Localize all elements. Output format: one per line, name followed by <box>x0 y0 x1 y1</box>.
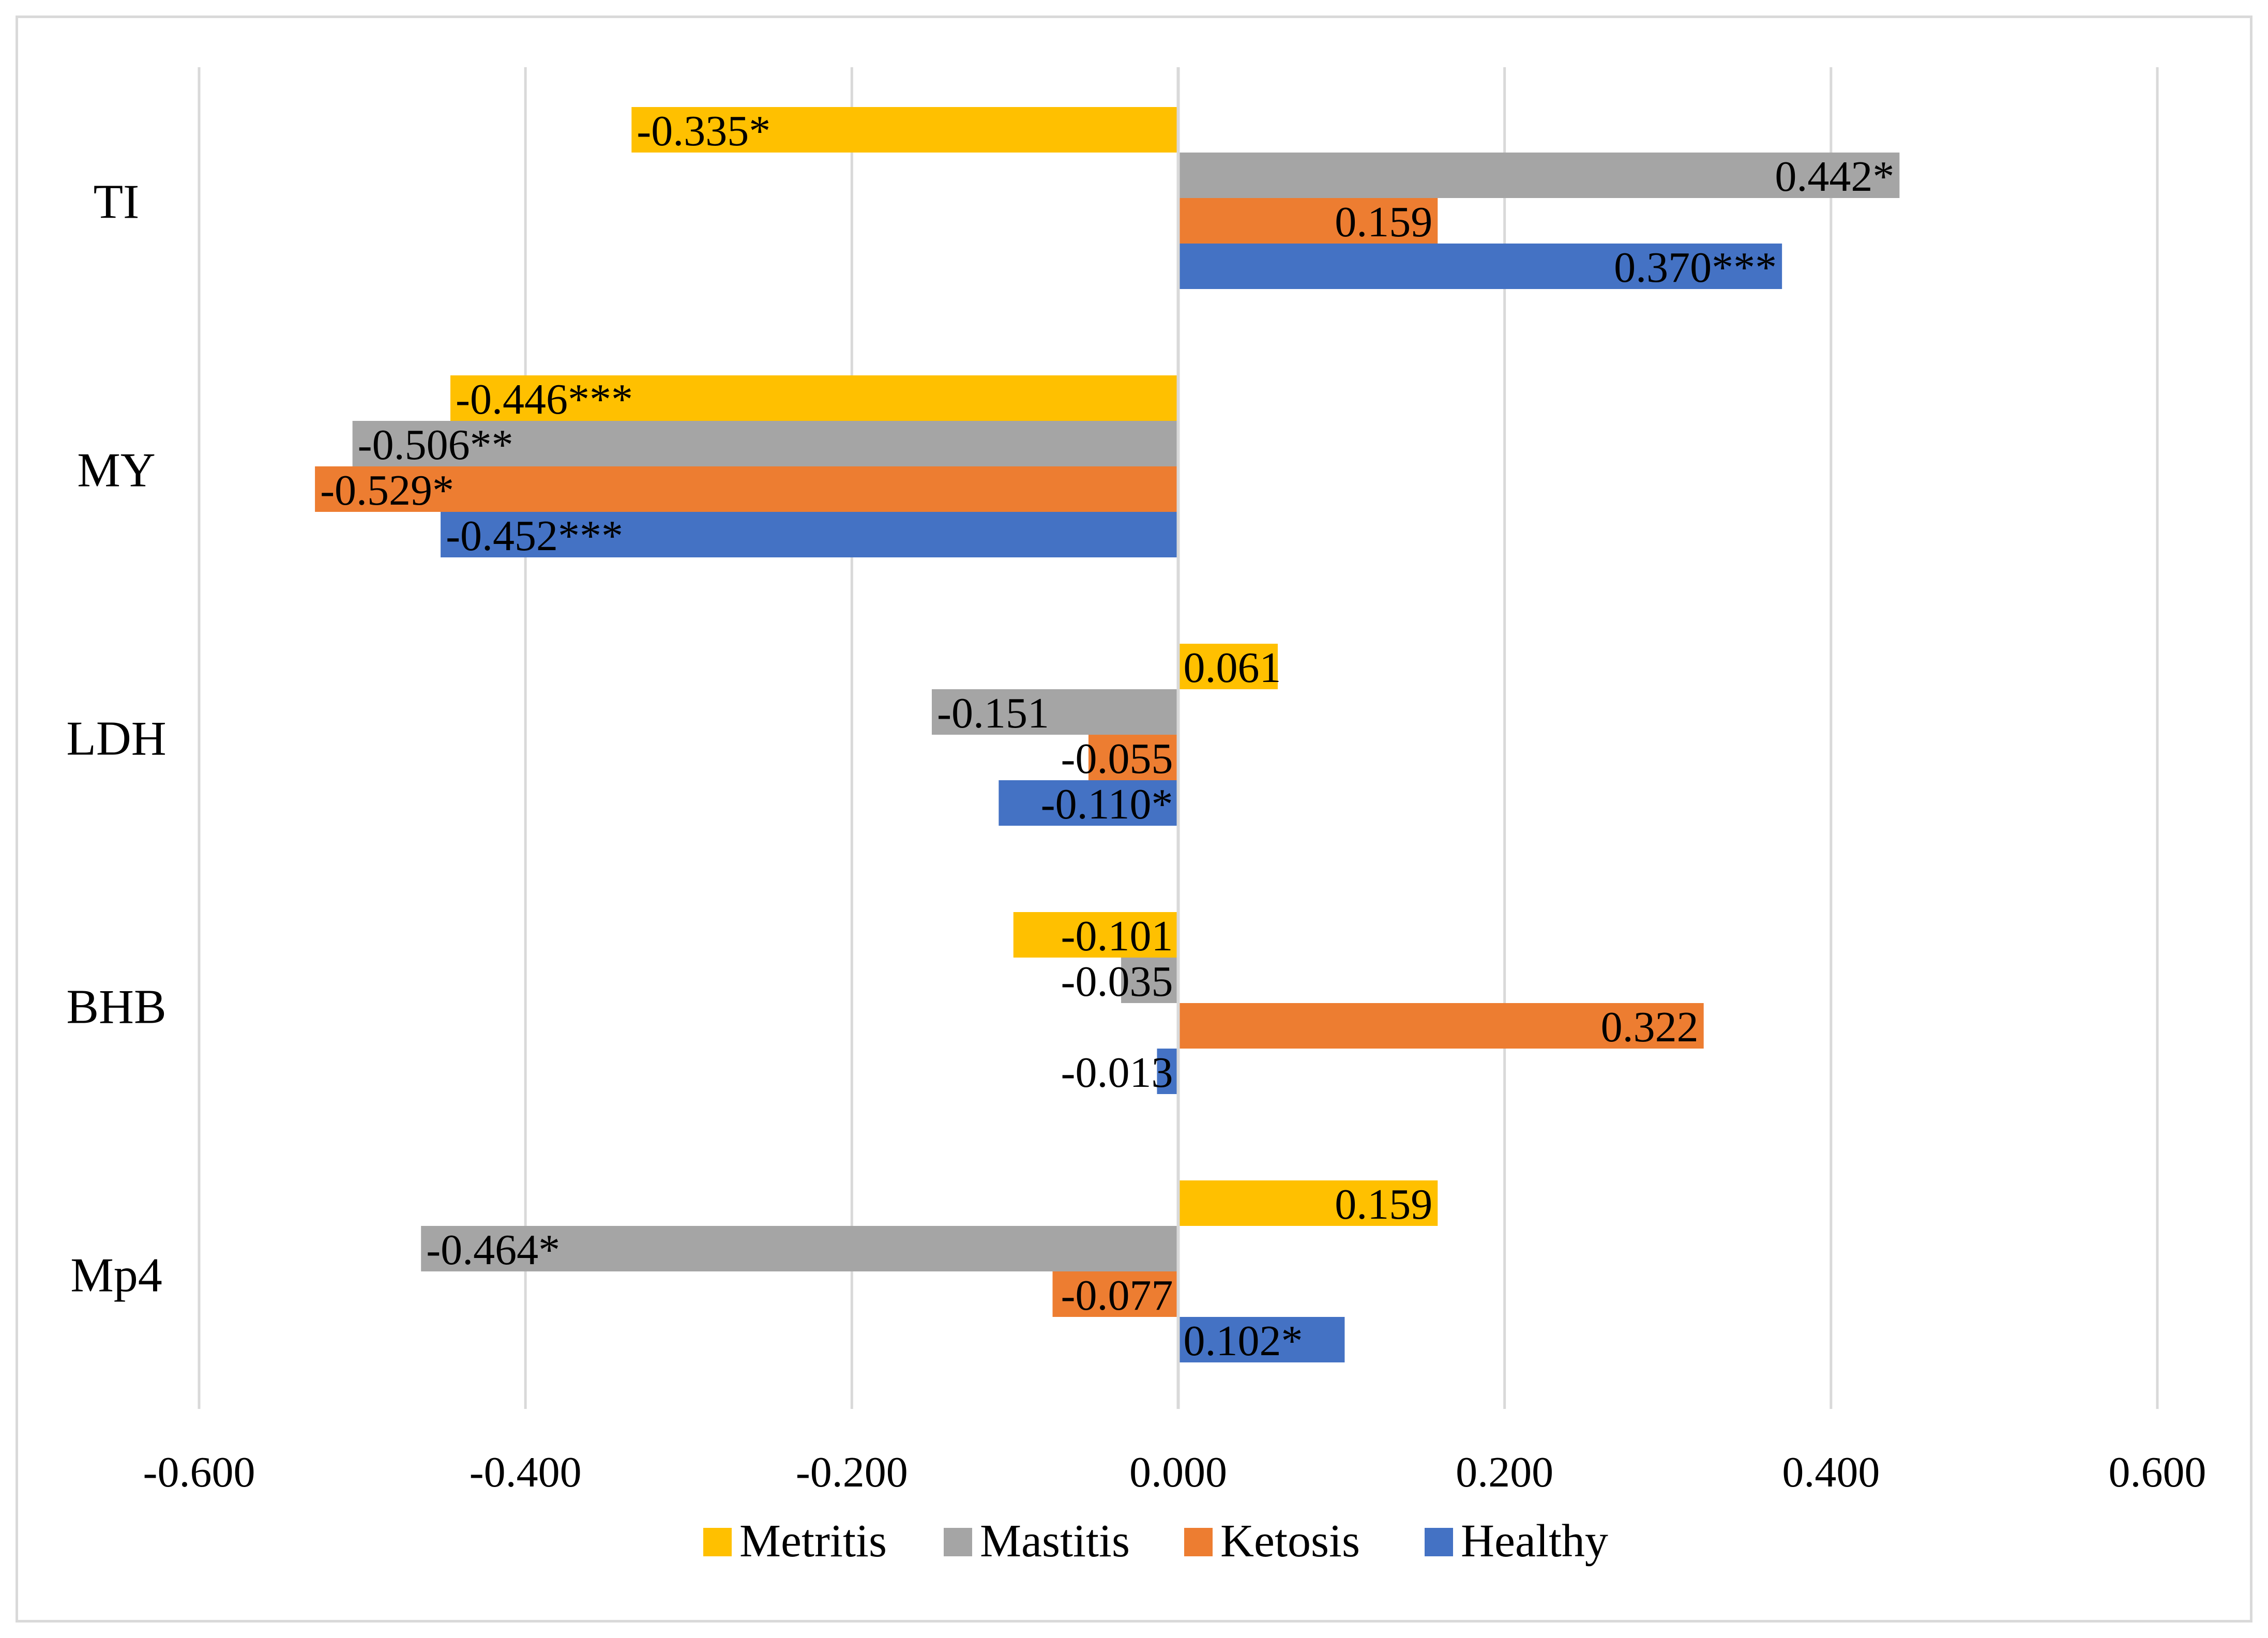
legend: Metritis Mastitis Ketosis Healthy <box>703 1515 1608 1567</box>
data-label: 0.322 <box>1601 1003 1699 1051</box>
data-label: -0.013 <box>1061 1049 1173 1097</box>
bar-healthy <box>999 780 1178 826</box>
legend-swatch-mastitis <box>944 1528 972 1556</box>
bar-metritis <box>1178 644 1278 689</box>
x-tick-label: -0.600 <box>143 1448 255 1496</box>
bar-healthy <box>1178 1317 1345 1362</box>
bar-metritis <box>1013 912 1178 958</box>
bar-metritis <box>450 375 1178 421</box>
x-tick-label: 0.400 <box>1782 1448 1880 1496</box>
category-label: LDH <box>66 712 166 766</box>
data-label: -0.077 <box>1061 1271 1173 1320</box>
data-label: -0.151 <box>937 689 1049 737</box>
data-labels: -0.335* 0.442* 0.159 0.370*** -0.446***-0.50… <box>320 107 1894 1365</box>
bar-ketosis <box>1052 1271 1178 1317</box>
bar-healthy <box>1178 244 1782 289</box>
x-tick-label: -0.400 <box>470 1448 582 1496</box>
x-tick-label: -0.200 <box>796 1448 908 1496</box>
data-label: -0.452*** <box>446 512 623 560</box>
legend-swatch-ketosis <box>1184 1528 1213 1556</box>
data-label: -0.101 <box>1061 912 1173 960</box>
category-label: MY <box>77 444 155 497</box>
x-tick-label: 0.000 <box>1129 1448 1227 1496</box>
data-label: -0.464* <box>426 1226 560 1274</box>
gridlines <box>198 67 2159 1409</box>
data-label: 0.159 <box>1335 1180 1432 1228</box>
bar-mastitis <box>352 421 1178 466</box>
category-label: TI <box>94 175 140 229</box>
data-label: -0.506** <box>358 421 513 469</box>
bar-healthy <box>1157 1049 1178 1094</box>
bar-healthy <box>441 512 1178 557</box>
legend-label-mastitis: Mastitis <box>980 1515 1130 1567</box>
data-label: -0.446*** <box>456 375 633 423</box>
legend-label-ketosis: Ketosis <box>1220 1515 1360 1567</box>
data-label: 0.061 <box>1184 644 1281 692</box>
bar-ketosis <box>1178 198 1438 244</box>
bar-mastitis <box>1121 958 1178 1003</box>
bars <box>315 107 1900 1362</box>
legend-label-metritis: Metritis <box>739 1515 887 1567</box>
data-label: -0.055 <box>1061 735 1173 783</box>
bar-mastitis <box>421 1226 1178 1271</box>
bar-metritis <box>631 107 1178 153</box>
bar-ketosis <box>315 466 1178 512</box>
data-label: -0.529* <box>320 466 454 514</box>
bar-metritis <box>1178 1180 1438 1226</box>
axes: -0.600 -0.400 -0.200 0.000 0.200 0.400 0.600 TI… <box>66 67 2206 1496</box>
data-label: 0.159 <box>1335 198 1432 246</box>
legend-label-healthy: Healthy <box>1461 1515 1608 1567</box>
x-tick-label: 0.600 <box>2109 1448 2206 1496</box>
legend-swatch-metritis <box>703 1528 732 1556</box>
data-label: 0.442* <box>1775 153 1894 201</box>
legend-swatch-healthy <box>1425 1528 1453 1556</box>
data-label: -0.110* <box>1041 780 1173 828</box>
bar-mastitis <box>1178 153 1900 198</box>
category-label: Mp4 <box>70 1249 162 1302</box>
x-tick-label: 0.200 <box>1456 1448 1553 1496</box>
data-label: -0.035 <box>1061 958 1173 1006</box>
data-label: -0.335* <box>637 107 770 155</box>
data-label: 0.370*** <box>1614 244 1777 292</box>
category-label: BHB <box>66 980 166 1034</box>
bar-mastitis <box>931 689 1178 735</box>
bar-ketosis <box>1088 735 1178 780</box>
bar-ketosis <box>1178 1003 1704 1049</box>
data-label: 0.102* <box>1184 1317 1303 1365</box>
